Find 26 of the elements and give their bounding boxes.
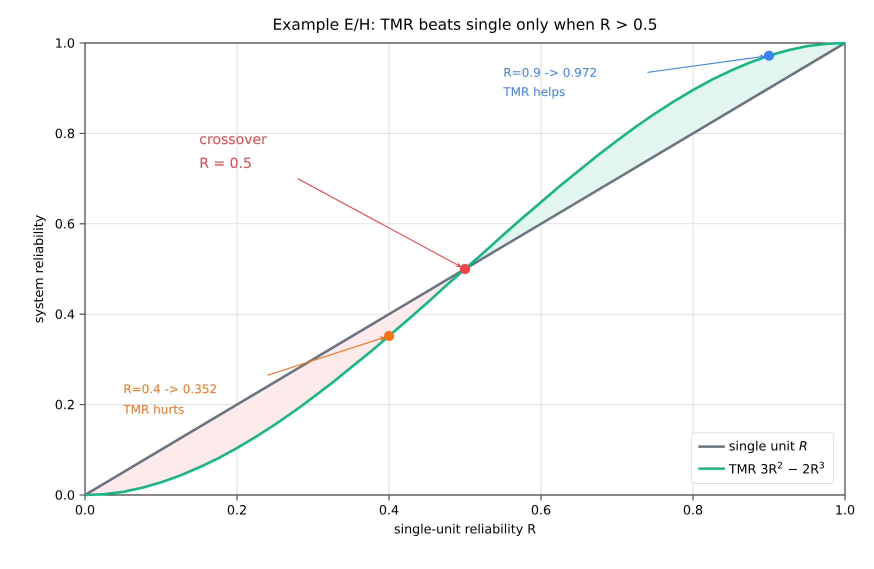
annotation: R=0.4 -> 0.352: [124, 384, 216, 394]
chart-title: Example E/H: TMR beats single only when R > 0.5: [274, 18, 656, 33]
y-tick-label: 0.0: [56, 490, 74, 500]
annotation: TMR hurts: [123, 404, 184, 414]
legend-label: TMR 3R$^{2}$ − 2R$^{3}$: [728, 462, 824, 474]
legend-label: single unit R: [730, 440, 807, 454]
point: [460, 264, 470, 274]
x-axis-title: single-unit reliability R: [394, 524, 536, 536]
y-tick-label: 0.2: [56, 400, 74, 410]
y-tick-label: 1.0: [56, 38, 74, 48]
annotation: R=0.9 -> 0.972: [504, 68, 596, 77]
x-tick-label: 0.2: [228, 505, 246, 515]
x-tick-label: 1.0: [836, 505, 854, 515]
y-tick-label: 0.8: [56, 128, 74, 138]
y-tick-label: 0.6: [56, 219, 74, 229]
x-tick-label: 0.4: [380, 505, 398, 515]
y-axis-title: system reliability: [33, 215, 46, 323]
point: [764, 50, 774, 61]
annotation: crossover: [200, 136, 267, 144]
x-tick-label: 0.6: [532, 505, 550, 515]
y-tick-label: 0.4: [56, 309, 74, 319]
annotation: R = 0.5: [200, 157, 251, 168]
point: [384, 330, 394, 341]
x-tick-label: 0.0: [76, 505, 94, 515]
annotation: TMR helps: [503, 86, 565, 99]
x-tick-label: 0.8: [684, 505, 702, 515]
